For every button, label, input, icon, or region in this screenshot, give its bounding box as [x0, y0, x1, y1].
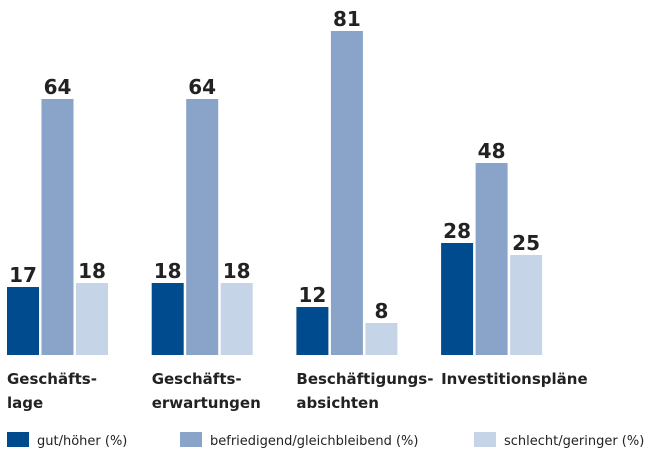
category-label: Beschäftigungs- [296, 370, 433, 388]
legend-swatch [7, 432, 29, 447]
value-label: 12 [298, 283, 326, 307]
legend-swatch [180, 432, 202, 447]
legend-swatch [474, 432, 496, 447]
value-label: 18 [154, 259, 182, 283]
bar [220, 283, 253, 355]
bar [76, 283, 108, 355]
value-label: 25 [512, 231, 540, 255]
value-label: 64 [188, 75, 216, 99]
bar [186, 99, 219, 355]
category-label: Geschäfts- [152, 370, 242, 388]
bar [7, 287, 39, 355]
legend-label: befriedigend/gleichbleibend (%) [210, 434, 418, 449]
bar [330, 31, 363, 355]
value-label: 81 [333, 7, 361, 31]
category-label: Geschäfts- [7, 370, 97, 388]
bar [41, 99, 74, 355]
bar [151, 283, 184, 355]
bar [441, 243, 474, 355]
value-label: 18 [78, 259, 106, 283]
category-label: absichten [296, 394, 379, 412]
category-label: Investitionspläne [441, 370, 588, 388]
value-label: 18 [223, 259, 251, 283]
legend-label: schlecht/geringer (%) [504, 434, 644, 449]
legend-label: gut/höher (%) [37, 434, 127, 449]
bar [296, 307, 329, 355]
category-label: erwartungen [152, 394, 261, 412]
value-label: 28 [443, 219, 471, 243]
value-label: 64 [44, 75, 72, 99]
value-label: 8 [374, 299, 388, 323]
bar [365, 323, 398, 355]
bar [510, 255, 543, 355]
value-label: 48 [478, 139, 506, 163]
category-label: lage [7, 394, 43, 412]
value-label: 17 [9, 263, 37, 287]
bar [475, 163, 508, 355]
